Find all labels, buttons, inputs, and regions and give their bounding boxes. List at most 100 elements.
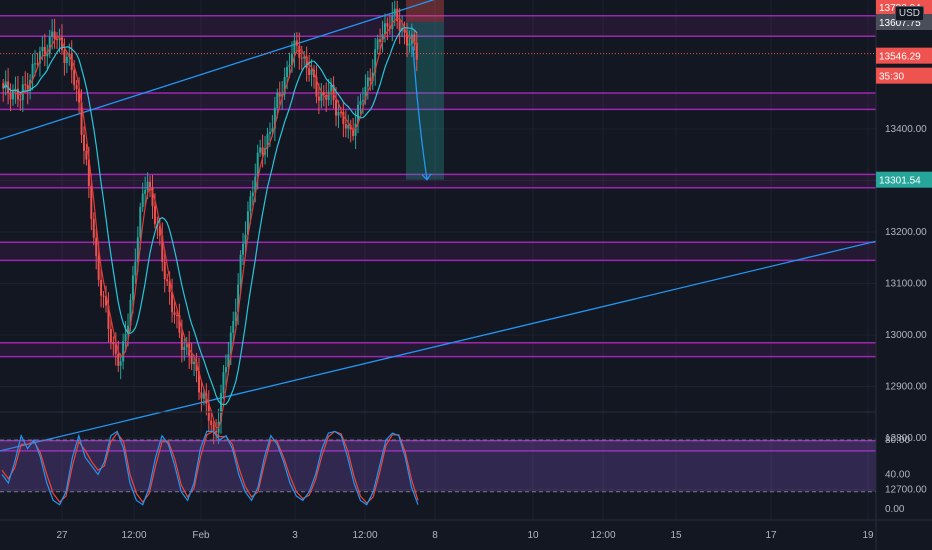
candle-body [246,211,249,235]
candle-body [229,332,232,355]
candle-body [136,237,139,262]
stochastic-band [0,440,876,492]
candle-body [234,311,237,321]
price-tag-countdown: 35:30 [876,67,932,84]
candle-body [78,88,81,103]
candle-body [293,40,296,55]
ma-fast-line [2,17,418,429]
candle-body [369,77,372,81]
price-tick-label: 12700.00 [885,485,927,496]
time-tick-label: 19 [862,530,874,541]
candle-body [46,53,49,57]
candle-body [415,43,418,60]
candle-body [151,187,154,207]
stochastic-tick-label: 40.00 [885,470,910,481]
candle-body [405,32,408,46]
price-tick-label: 13100.00 [885,279,927,290]
candle-body [283,77,286,95]
position-stop-zone [406,0,444,22]
candle-body [168,281,171,293]
sr-zone [0,174,876,188]
candle-body [119,361,122,366]
candle-body [102,295,105,297]
candle-body [9,92,12,100]
price-axis-bg [876,0,932,550]
sr-zone [0,92,876,110]
candle-body [48,36,51,54]
sr-zone [0,342,876,357]
currency-selector[interactable]: USD [894,6,924,21]
candle-body [227,354,230,368]
candle-body [300,57,303,59]
stochastic-tick-label: 0.00 [885,504,905,515]
candle-body [175,314,178,316]
candle-body [374,49,377,73]
candle-body [153,206,156,225]
candle-body [317,96,320,101]
price-tag-countdown-text: 35:30 [879,72,904,83]
candle-body [58,37,61,40]
candle-body [288,65,291,67]
candle-body [197,371,200,393]
candle-body [139,206,142,238]
candle-body [239,254,242,285]
time-tick-label: 12:00 [352,530,377,541]
candle-body [398,21,401,31]
price-tag-target-bg [876,171,932,188]
upper-trendline [0,0,435,140]
candle-body [41,47,44,52]
candle-body [322,91,325,96]
candle-body [114,344,117,354]
candle-body [158,226,161,236]
candle-body [261,147,264,155]
candle-body [354,123,357,136]
price-tag-last-bg [876,47,932,64]
price-axis-labels: 13400.00 13200.00 13100.00 13000.00 12900.00… [885,124,927,496]
candle-body [90,185,93,219]
time-tick-label: 17 [765,530,777,541]
candle-body [244,234,247,244]
candle-body [146,181,149,190]
candle-body [237,284,240,312]
candle-body [19,99,22,101]
candle-body [366,77,369,87]
lower-trendline [0,227,932,452]
candle-body [281,94,284,97]
candle-body [134,261,137,276]
candle-body [403,27,406,33]
support-resistance-zones [0,14,876,452]
candle-body [163,262,166,280]
candle-body [393,8,396,16]
candle-body [335,100,338,116]
candle-body [391,15,394,29]
candle-body [290,54,293,66]
price-tag-target: 13301.54 [876,171,932,188]
candle-body [87,159,90,186]
candle-body [249,196,252,212]
candle-body [276,92,279,108]
candle-body [298,45,301,58]
ma-slow-line [2,26,418,406]
candle-body [242,243,245,255]
candle-body [12,90,15,100]
candle-body [381,34,384,43]
time-tick-label: 3 [292,530,298,541]
candle-body [100,279,103,296]
candle-body [60,37,63,51]
candle-body [85,150,88,160]
candle-body [268,132,271,134]
candle-body [332,84,335,101]
candle-body [232,320,235,333]
candle-body [178,315,181,333]
candle-body [327,91,330,100]
candle-body [183,347,186,351]
price-tag-countdown-bg [876,67,932,84]
forecast-arrowhead [421,173,432,181]
candle-body [357,104,360,124]
price-tick-label: 12800.00 [885,433,927,444]
candle-body [379,39,382,43]
sr-zone [0,440,876,451]
candle-body [330,84,333,92]
candle-body [210,420,213,426]
